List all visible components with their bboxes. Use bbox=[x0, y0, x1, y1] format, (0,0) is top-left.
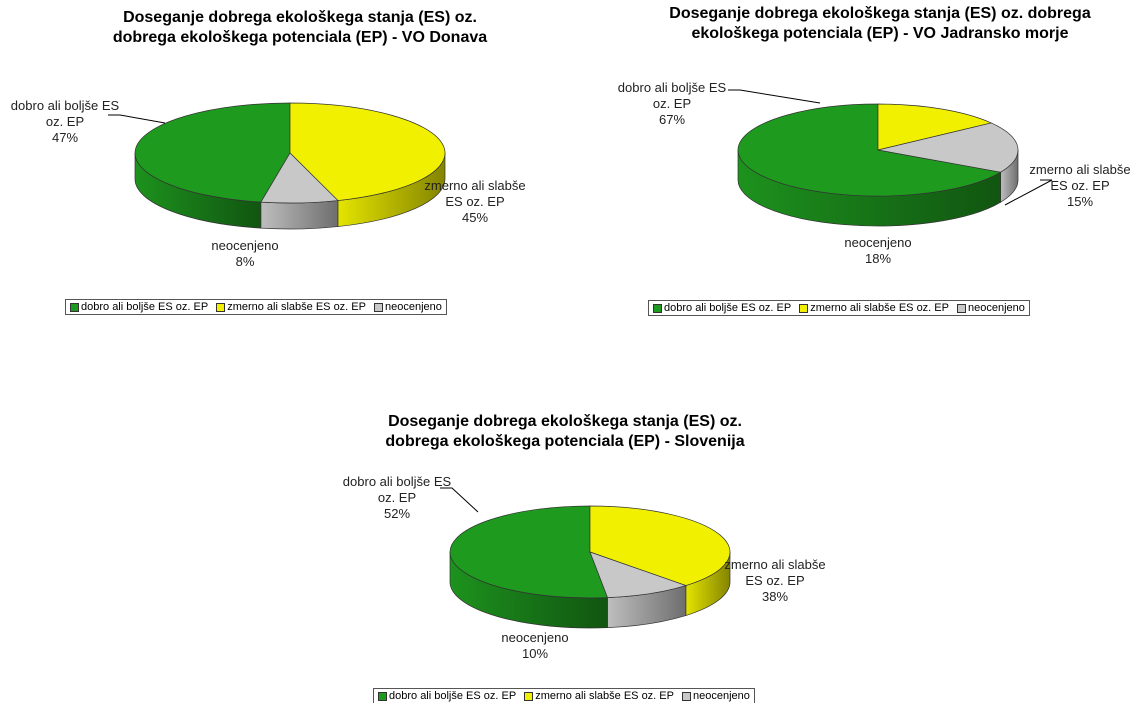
legend-swatch bbox=[524, 691, 534, 701]
legend-swatch bbox=[799, 303, 809, 313]
legend-label: neocenjeno bbox=[384, 301, 442, 313]
data-label: neocenjeno 10% bbox=[480, 630, 590, 662]
data-label-value: 45% bbox=[461, 210, 489, 225]
pie-slice bbox=[877, 103, 993, 151]
data-label-category: zmerno ali slabše ES oz. EP bbox=[724, 557, 826, 588]
legend-swatch bbox=[956, 303, 966, 313]
pie-slice bbox=[260, 152, 339, 204]
data-label-category: dobro ali boljše ES oz. EP bbox=[617, 80, 727, 111]
legend-item: neocenjeno bbox=[373, 301, 442, 313]
pie-slice bbox=[589, 505, 731, 586]
data-label-value: 47% bbox=[51, 130, 79, 145]
legend-label: zmerno ali slabše ES oz. EP bbox=[535, 690, 674, 702]
legend-label: dobro ali boljše ES oz. EP bbox=[81, 301, 209, 313]
leader-line bbox=[728, 89, 821, 104]
data-label: zmerno ali slabše ES oz. EP 45% bbox=[420, 178, 530, 226]
chart-title: Doseganje dobrega ekološkega stanja (ES)… bbox=[669, 5, 1091, 42]
legend-label: neocenjeno bbox=[692, 690, 750, 702]
leader-line bbox=[1004, 179, 1053, 206]
legend-swatch bbox=[373, 302, 383, 312]
data-label: zmerno ali slabše ES oz. EP 38% bbox=[720, 557, 830, 605]
legend: dobro ali boljše ES oz. EP zmerno ali sla… bbox=[373, 688, 755, 703]
chart-title: Doseganje dobrega ekološkega stanja (ES)… bbox=[112, 9, 488, 46]
data-label-value: 67% bbox=[658, 112, 686, 127]
legend-swatch bbox=[681, 691, 691, 701]
data-label-category: neocenjeno bbox=[211, 238, 279, 253]
legend-label: dobro ali boljše ES oz. EP bbox=[664, 302, 792, 314]
data-label-value: 10% bbox=[521, 646, 549, 661]
legend-label: dobro ali boljše ES oz. EP bbox=[389, 690, 517, 702]
legend-item: neocenjeno bbox=[681, 690, 750, 702]
data-label-category: dobro ali boljše ES oz. EP bbox=[10, 98, 120, 129]
legend-item: dobro ali boljše ES oz. EP bbox=[378, 690, 516, 702]
legend-item: dobro ali boljše ES oz. EP bbox=[653, 302, 791, 314]
leader-line bbox=[440, 487, 479, 513]
chart-title: Doseganje dobrega ekološkega stanja (ES)… bbox=[385, 413, 745, 450]
legend-item: zmerno ali slabše ES oz. EP bbox=[216, 301, 366, 313]
data-label-category: zmerno ali slabše ES oz. EP bbox=[1029, 162, 1130, 193]
legend-label: neocenjeno bbox=[967, 302, 1025, 314]
data-label-category: neocenjeno bbox=[501, 630, 569, 645]
data-label-value: 15% bbox=[1066, 194, 1094, 209]
data-label: dobro ali boljše ES oz. EP 47% bbox=[10, 98, 120, 146]
data-label-category: neocenjeno bbox=[844, 235, 912, 250]
legend-item: zmerno ali slabše ES oz. EP bbox=[799, 302, 949, 314]
legend-item: neocenjeno bbox=[956, 302, 1025, 314]
legend: dobro ali boljše ES oz. EP zmerno ali sla… bbox=[65, 299, 447, 315]
data-label-category: zmerno ali slabše ES oz. EP bbox=[424, 178, 526, 209]
data-label: dobro ali boljše ES oz. EP 52% bbox=[342, 474, 452, 522]
pie-slice bbox=[449, 505, 609, 599]
legend-item: dobro ali boljše ES oz. EP bbox=[70, 301, 208, 313]
legend-label: zmerno ali slabše ES oz. EP bbox=[227, 301, 366, 313]
pie-slice bbox=[289, 102, 446, 201]
data-label-value: 8% bbox=[235, 254, 255, 269]
data-label-value: 18% bbox=[864, 251, 892, 266]
data-label: neocenjeno 18% bbox=[823, 235, 933, 267]
legend-swatch bbox=[378, 691, 387, 701]
legend-swatch bbox=[70, 302, 79, 312]
pie-slice bbox=[589, 551, 687, 598]
pie-slice bbox=[737, 103, 1002, 197]
pie-slice bbox=[877, 122, 1019, 173]
data-label-category: dobro ali boljše ES oz. EP bbox=[342, 474, 452, 505]
legend-swatch bbox=[653, 303, 662, 313]
data-label: dobro ali boljše ES oz. EP 67% bbox=[617, 80, 727, 128]
pie-side bbox=[260, 200, 339, 230]
data-label: zmerno ali slabše ES oz. EP 15% bbox=[1025, 162, 1130, 210]
pie-slice bbox=[134, 102, 291, 203]
legend-label: zmerno ali slabše ES oz. EP bbox=[810, 302, 949, 314]
legend-swatch bbox=[216, 302, 226, 312]
legend: dobro ali boljše ES oz. EP zmerno ali sla… bbox=[648, 300, 1030, 316]
data-label: neocenjeno 8% bbox=[190, 238, 300, 270]
data-label-value: 38% bbox=[761, 589, 789, 604]
leader-line bbox=[108, 114, 166, 124]
data-label-value: 52% bbox=[383, 506, 411, 521]
legend-item: zmerno ali slabše ES oz. EP bbox=[524, 690, 674, 702]
